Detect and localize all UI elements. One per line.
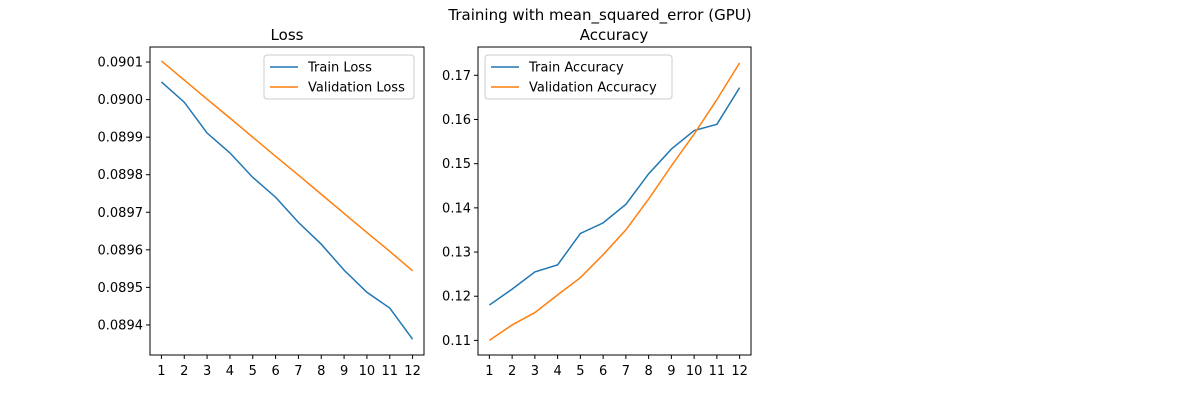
accuracy-plot-frame [477, 46, 752, 356]
loss-chart: Loss 1 2 3 4 5 6 7 8 9 10 11 120.08940.08950.08960.… [98, 26, 425, 379]
accuracy-legend-label: Validation Accuracy [529, 81, 657, 96]
figure-title: Training with mean_squared_error (GPU) [447, 6, 751, 25]
accuracy-x-tick-label: 1 [485, 364, 493, 379]
accuracy-x-tick-label: 2 [508, 364, 516, 379]
loss-x-tick-label: 1 [157, 364, 165, 379]
loss-x-tick-label: 2 [180, 364, 188, 379]
accuracy-chart: Accuracy 1 2 3 4 5 6 7 8 9 10 11 120.110.120.130.14… [442, 26, 752, 379]
loss-series-train-loss-line [160, 81, 414, 340]
accuracy-legend: Train Accuracy Validation Accuracy [484, 54, 673, 100]
accuracy-x-tick-label: 7 [622, 364, 630, 379]
accuracy-x-tick-label: 12 [731, 364, 748, 379]
accuracy-y-tick-label: 0.15 [442, 157, 471, 172]
loss-x-tick-label: 5 [249, 364, 257, 379]
accuracy-x-tick-label: 3 [531, 364, 539, 379]
loss-y-tick-label: 0.0898 [98, 168, 144, 183]
loss-x-tick-label: 12 [404, 364, 421, 379]
accuracy-y-tick-label: 0.17 [442, 69, 471, 84]
loss-y-tick-label: 0.0895 [98, 281, 144, 296]
loss-legend-label: Validation Loss [308, 81, 405, 96]
loss-y-tick-label: 0.0901 [98, 56, 144, 71]
accuracy-series-validation-accuracy-line [488, 62, 741, 342]
accuracy-y-tick-label: 0.14 [442, 201, 471, 216]
loss-legend: Train Loss Validation Loss [263, 54, 415, 100]
loss-x-tick-label: 9 [340, 364, 348, 379]
loss-x-tick-label: 7 [294, 364, 302, 379]
loss-plot-frame [149, 46, 425, 356]
loss-x-tick-label: 4 [226, 364, 234, 379]
loss-y-tick-label: 0.0900 [98, 93, 144, 108]
accuracy-y-tick-label: 0.11 [442, 334, 471, 349]
loss-y-tick-label: 0.0896 [98, 243, 144, 258]
loss-x-tick-label: 8 [317, 364, 325, 379]
accuracy-x-tick-label: 8 [644, 364, 652, 379]
loss-y-tick-label: 0.0894 [98, 318, 144, 333]
accuracy-x-tick-label: 11 [709, 364, 726, 379]
accuracy-series-train-accuracy-line [488, 87, 741, 306]
loss-chart-title: Loss [271, 26, 304, 44]
accuracy-x-tick-label: 5 [576, 364, 584, 379]
loss-x-tick-label: 6 [271, 364, 279, 379]
accuracy-y-tick-label: 0.12 [442, 290, 471, 305]
accuracy-x-tick-label: 10 [686, 364, 703, 379]
loss-y-tick-label: 0.0897 [98, 206, 144, 221]
accuracy-legend-label: Train Accuracy [528, 61, 624, 76]
loss-x-tick-label: 10 [359, 364, 376, 379]
accuracy-x-tick-label: 6 [599, 364, 607, 379]
accuracy-y-tick-label: 0.16 [442, 113, 471, 128]
accuracy-y-tick-label: 0.13 [442, 246, 471, 261]
loss-legend-box [263, 54, 415, 100]
loss-x-tick-label: 3 [203, 364, 211, 379]
loss-legend-label: Train Loss [307, 61, 372, 76]
loss-x-tick-label: 11 [381, 364, 398, 379]
loss-y-tick-label: 0.0899 [98, 131, 144, 146]
accuracy-x-tick-label: 4 [553, 364, 561, 379]
accuracy-legend-box [484, 54, 673, 100]
loss-series-validation-loss-line [160, 60, 414, 272]
accuracy-chart-title: Accuracy [580, 26, 649, 44]
accuracy-x-tick-label: 9 [667, 364, 675, 379]
